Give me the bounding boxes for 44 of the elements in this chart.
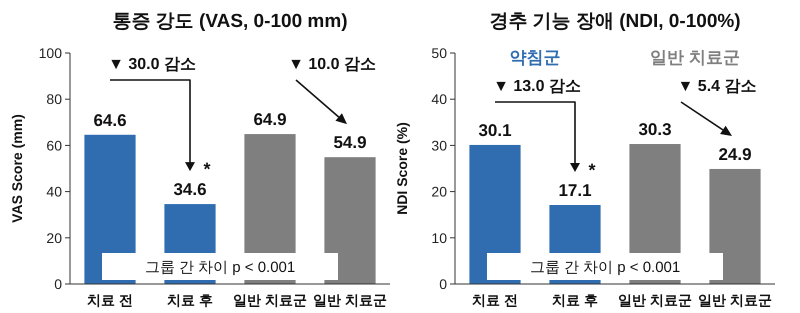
- y-tick-label: 80: [46, 91, 62, 108]
- data-label: 64.9: [253, 110, 287, 130]
- data-label: 64.6: [93, 110, 127, 130]
- y-tick-label: 0: [439, 276, 448, 292]
- y-tick-label: 40: [46, 184, 62, 200]
- y-axis-title: VAS Score (mm): [9, 114, 25, 223]
- text: 약침군: [510, 48, 560, 67]
- annotation: ▼ 10.0 감소: [288, 56, 376, 73]
- y-tick-label: 100: [38, 45, 62, 61]
- data-label: 30.3: [638, 120, 672, 140]
- data-label: 17.1: [558, 181, 592, 200]
- x-tick-label: 일반 치료군: [313, 292, 387, 308]
- text: 일반 치료군: [650, 48, 740, 67]
- annotation: 그룹 간 차이 p < 0.001: [144, 259, 296, 276]
- bar: [709, 168, 761, 284]
- y-tick-label: 30: [431, 137, 448, 154]
- annotation: *: [203, 159, 211, 180]
- annotation: ▼ 13.0 감소: [493, 78, 581, 95]
- data-label: 30.1: [478, 120, 512, 140]
- annotation: *: [588, 160, 596, 180]
- y-tick-label: 40: [431, 91, 448, 108]
- annotation: 그룹 간 차이 p < 0.001: [530, 259, 680, 276]
- x-tick-label: 치료 전: [472, 292, 518, 308]
- data-label: 24.9: [718, 144, 752, 164]
- data-label: 34.6: [173, 180, 207, 200]
- x-tick-label: 치료 후: [167, 292, 213, 308]
- chart-title: 통증 강도 (VAS, 0-100 mm): [112, 11, 348, 32]
- y-tick-label: 10: [431, 230, 448, 246]
- x-tick-label: 치료 전: [87, 292, 133, 308]
- y-tick-label: 20: [431, 184, 448, 200]
- annotation: ▼ 5.4 감소: [678, 78, 756, 95]
- y-tick-label: 50: [431, 45, 448, 61]
- x-tick-label: 일반 치료군: [698, 292, 772, 308]
- y-tick-label: 0: [54, 276, 62, 292]
- y-tick-label: 60: [46, 137, 62, 154]
- chart-title: 경추 기능 장애 (NDI, 0-100%): [489, 11, 741, 32]
- annotation: ▼ 30.0 감소: [108, 56, 196, 73]
- x-tick-label: 일반 치료군: [618, 292, 692, 308]
- y-tick-label: 20: [46, 230, 62, 246]
- x-tick-label: 치료 후: [552, 292, 598, 308]
- x-tick-label: 일반 치료군: [233, 292, 307, 308]
- y-axis-title: NDI Score (%): [394, 122, 410, 215]
- bar: [324, 157, 376, 284]
- data-label: 54.9: [333, 133, 367, 152]
